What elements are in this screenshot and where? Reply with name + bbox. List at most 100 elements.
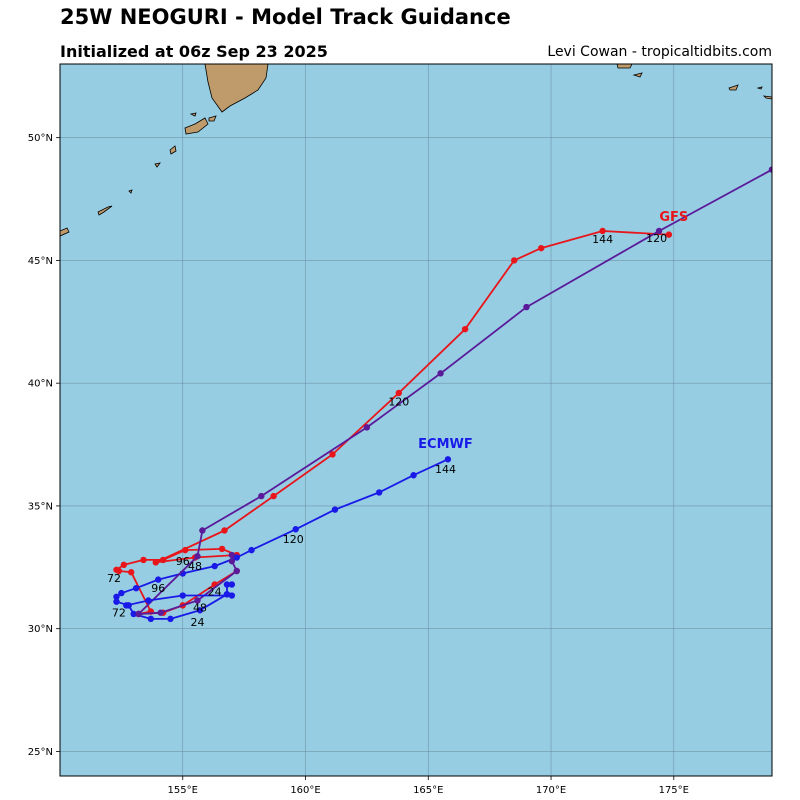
forecast-hour-label: 48 (188, 560, 202, 573)
ecmwf-loop-track-point (223, 591, 231, 598)
forecast-hour-label: 24 (190, 616, 204, 629)
model-2-track-point (258, 492, 265, 500)
x-tick-label: 155°E (168, 785, 198, 796)
x-tick-label: 160°E (290, 785, 320, 796)
gfs-track-point (140, 556, 147, 564)
model-2-track-point (655, 227, 663, 235)
aleutian-island (762, 95, 772, 100)
ecmwf-track-point (130, 610, 137, 618)
forecast-hour-label: 144 (435, 463, 456, 476)
x-tick-label: 175°E (659, 785, 689, 796)
forecast-hour-label: 96 (176, 555, 190, 568)
aleutian-island (728, 84, 739, 91)
forecast-hour-label: 24 (208, 586, 222, 599)
axes: 155°E 160°E 165°E 170°E 175°E 25°N 30°N 35°N 40°… (28, 133, 689, 796)
ecmwf-track-point (444, 456, 452, 463)
ecmwf-track-point (167, 615, 174, 623)
aleutian-island (756, 86, 763, 90)
ecmwf-track-point (118, 589, 125, 597)
model-2-track-point (233, 567, 240, 575)
ecmwf-loop-track-point (228, 592, 236, 599)
forecast-hour-label: 120 (388, 395, 409, 408)
gfs-track-point (221, 527, 228, 534)
model-2-track-point (194, 553, 201, 560)
ecmwf-track-point (410, 472, 417, 479)
ecmwf-track-point (147, 615, 155, 623)
ecmwf-track-point (211, 562, 218, 570)
gfs-track-point (665, 231, 673, 238)
y-tick-label: 40°N (28, 379, 53, 390)
gfs-track-point (113, 566, 120, 573)
ecmwf-loop-track-point (145, 597, 152, 604)
model-2-track-point (228, 557, 236, 565)
model-2-track-point (768, 166, 772, 173)
ecmwf-track-point (292, 526, 299, 533)
gfs-track-point (270, 492, 277, 500)
kuril-island (208, 115, 217, 122)
y-tick-label: 50°N (28, 133, 53, 144)
grid-lines (60, 64, 772, 776)
model-2-track-point (157, 609, 164, 616)
gfs-track-point (159, 556, 167, 564)
ecmwf-track-line (115, 458, 449, 620)
model-2-track-point (199, 527, 206, 534)
plot-frame (59, 63, 773, 777)
model-2-track-point (194, 597, 201, 604)
forecast-hour-label: 48 (193, 602, 207, 615)
model-2-track-point (523, 303, 530, 311)
gfs-track-point (152, 559, 159, 566)
ecmwf-track-point (223, 581, 231, 588)
x-tick-label: 165°E (413, 785, 443, 796)
model-tracks (113, 166, 772, 623)
y-tick-label: 45°N (28, 256, 53, 267)
ecmwf-track-point (233, 554, 240, 561)
ecmwf-track-point (132, 584, 140, 592)
credit-text: Levi Cowan - tropicaltidbits.com (547, 44, 772, 60)
gfs-track-point (182, 546, 189, 554)
gfs-track-point (329, 451, 336, 458)
ecmwf-track-point (113, 598, 120, 605)
kuril-island (189, 112, 197, 117)
ecmwf-track-point (228, 581, 236, 588)
page-subtitle: Initialized at 06z Sep 23 2025 (60, 42, 328, 61)
model-2-track-line (137, 168, 772, 615)
page-title: 25W NEOGURI - Model Track Guidance (60, 5, 511, 29)
kuril-island (97, 205, 113, 216)
ecmwf-track-point (375, 489, 383, 496)
gfs-track-point (599, 227, 606, 235)
gfs-track-point (511, 257, 518, 264)
model-2-track-point (437, 370, 444, 377)
hokkaido-edge (60, 227, 70, 237)
aleutian-island (632, 72, 643, 78)
model-2-track-point (135, 610, 142, 618)
y-tick-label: 35°N (28, 501, 53, 512)
forecast-hour-label: 72 (107, 572, 121, 585)
ecmwf-track-point (248, 546, 255, 554)
forecast-hour-label: 144 (592, 233, 613, 246)
kamchatka-land (204, 64, 269, 113)
series-label: ECMWF (418, 437, 473, 452)
forecast-hour-label: 120 (646, 232, 667, 245)
gfs-track-point (395, 389, 403, 397)
ecmwf-track-point (196, 607, 204, 614)
landmasses (60, 64, 772, 237)
series-label: GFS (659, 210, 688, 225)
y-tick-label: 25°N (28, 747, 53, 758)
gfs-track-point (218, 545, 226, 553)
ecmwf-track-point (331, 506, 339, 513)
ecmwf-loop-track-point (123, 602, 130, 609)
forecast-hour-label: 96 (151, 582, 165, 595)
ocean-background (60, 64, 772, 776)
y-tick-label: 30°N (28, 624, 53, 635)
gfs-track-point (120, 561, 128, 569)
aleutian-island (616, 64, 633, 69)
model-2-track-point (228, 551, 236, 559)
model-2-track-point (363, 424, 371, 431)
kuril-island (184, 117, 209, 135)
forecast-hour-label: 72 (112, 606, 126, 619)
forecast-hour-label: 120 (283, 533, 304, 546)
gfs-track-point (538, 244, 545, 252)
kuril-island (169, 145, 177, 155)
